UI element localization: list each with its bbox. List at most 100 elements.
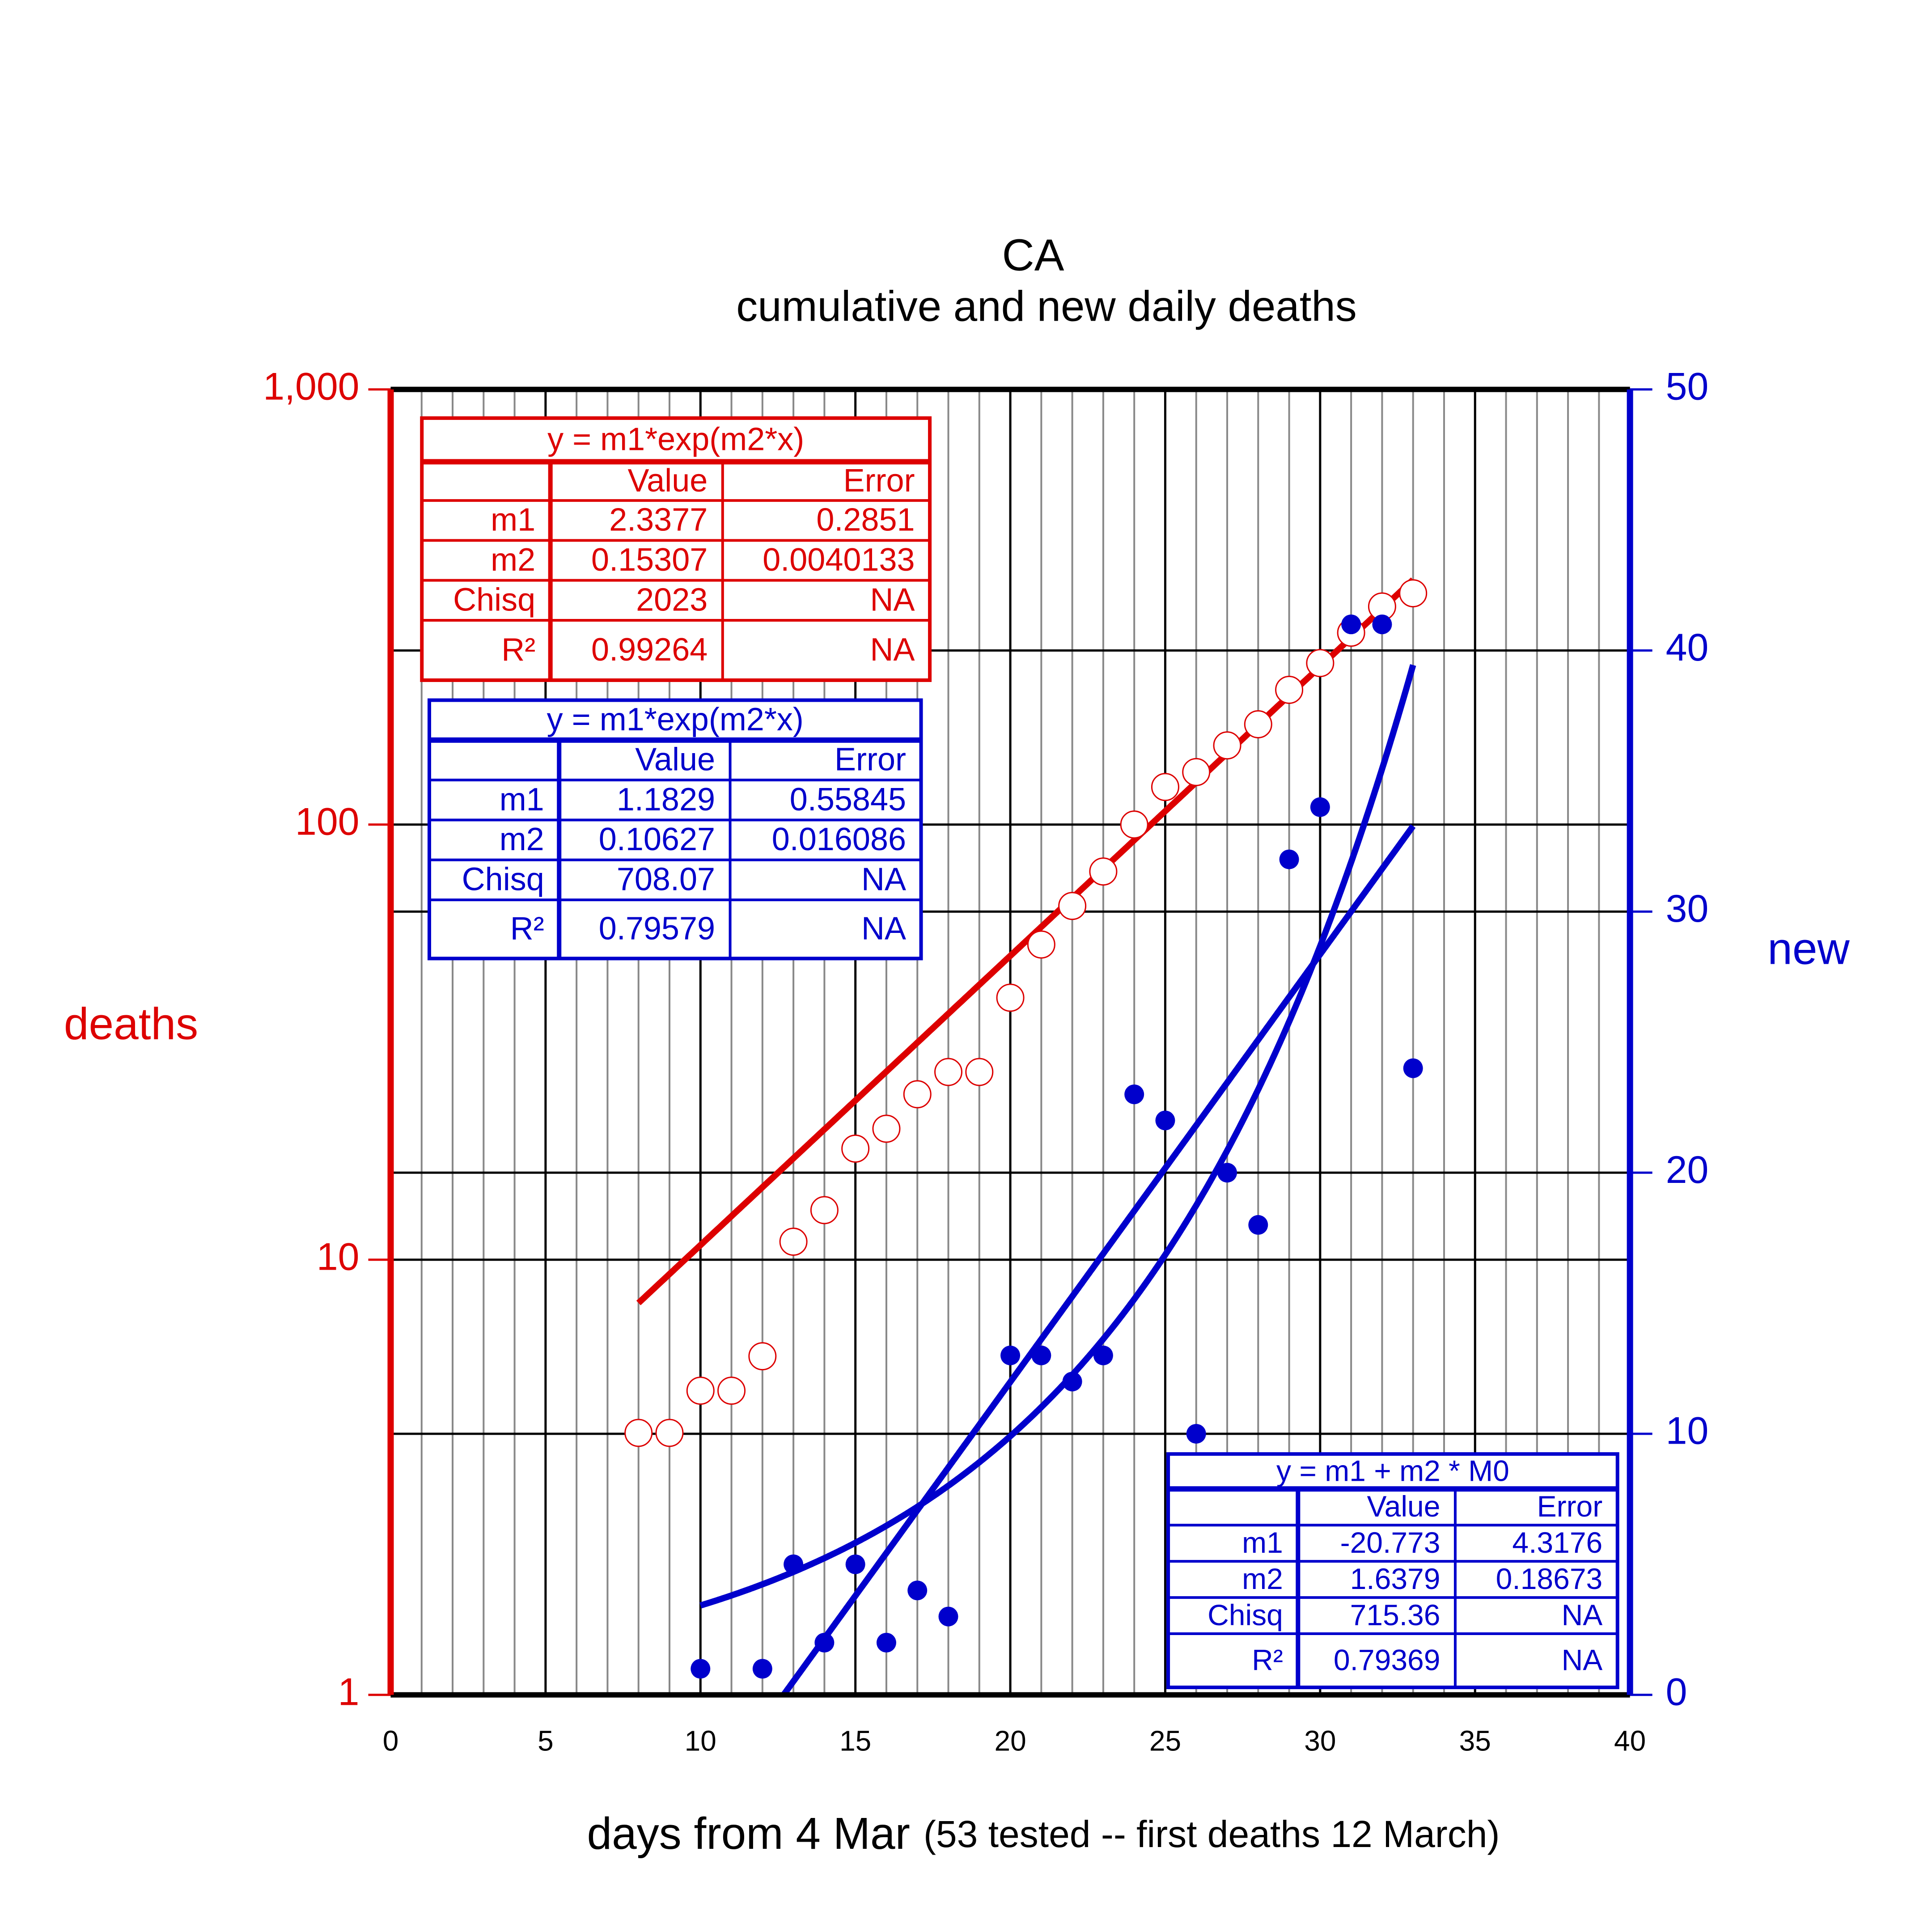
data-point [810, 1196, 839, 1224]
data-point [1000, 1345, 1021, 1365]
data-point [1275, 675, 1304, 704]
fit-param-value: 0.99264 [591, 632, 708, 668]
fit-table-header: Error [843, 463, 915, 499]
y2-tick-label: 40 [1666, 626, 1709, 669]
y2-tick-label: 0 [1666, 1670, 1687, 1713]
y2-tick-label: 50 [1666, 365, 1709, 408]
fit-param-error: NA [1562, 1643, 1603, 1676]
data-point [1124, 1084, 1144, 1104]
fit-table-box [1166, 1452, 1619, 1690]
fit-param-name: m1 [500, 782, 544, 818]
x-axis-label: days from 4 Mar (53 tested -- first death… [587, 1809, 1500, 1859]
fit-param-name: Chisq [1208, 1598, 1283, 1631]
y-tick-label: 1 [338, 1670, 360, 1713]
data-point [841, 1134, 870, 1163]
x-tick-label: 40 [1614, 1725, 1646, 1757]
x-tick-label: 15 [839, 1725, 871, 1757]
fit-table-box [428, 698, 923, 961]
data-point [907, 1580, 928, 1601]
fit-table: y = m1*exp(m2*x) Value Error m1 1.1829 0.5584… [428, 698, 923, 961]
y-tick-label: 100 [295, 800, 360, 843]
fit-param-error: 0.016086 [772, 822, 906, 857]
y-axis-label: deaths [64, 999, 198, 1049]
data-point [876, 1633, 896, 1653]
y-tick-label: 10 [317, 1235, 360, 1278]
fit-param-error: NA [1562, 1598, 1603, 1631]
x-axis-note: (53 tested -- first deaths 12 March) [924, 1813, 1500, 1855]
fit-table-header: Value [635, 742, 715, 778]
y2-tick-label: 10 [1666, 1410, 1709, 1453]
fit-param-name: m2 [1242, 1562, 1283, 1595]
fit-param-name: m1 [1242, 1526, 1283, 1559]
x-tick-label: 25 [1149, 1725, 1181, 1757]
data-point [1093, 1345, 1113, 1365]
fit-param-error: NA [870, 582, 915, 618]
fit-param-error: NA [870, 632, 915, 668]
fit-param-value: 0.15307 [591, 542, 708, 578]
fit-curve [781, 824, 1416, 1697]
data-point [903, 1080, 932, 1109]
data-point [655, 1419, 684, 1447]
data-point [1089, 857, 1118, 886]
fit-param-value: 0.79369 [1334, 1643, 1441, 1676]
fit-param-value: 2.3377 [609, 502, 708, 538]
chart-subtitle: cumulative and new daily deaths [736, 282, 1357, 330]
x-tick-label: 10 [685, 1725, 716, 1757]
data-point [686, 1377, 715, 1405]
data-point [1399, 579, 1428, 608]
x-tick-label: 20 [994, 1725, 1026, 1757]
data-point [1058, 892, 1087, 920]
fit-param-error: 4.3176 [1512, 1526, 1602, 1559]
data-point [845, 1554, 865, 1574]
fit-param-error: 0.55845 [790, 782, 906, 818]
fit-table-title: y = m1 + m2 * M0 [1276, 1454, 1509, 1487]
data-point [784, 1554, 804, 1574]
data-point [1310, 797, 1330, 817]
fit-param-value: 1.1829 [617, 782, 715, 818]
fit-param-name: Chisq [462, 861, 544, 897]
y2-tick-label: 20 [1666, 1148, 1709, 1191]
data-point [1341, 614, 1361, 635]
data-point [1244, 710, 1272, 738]
x-tick-label: 35 [1459, 1725, 1491, 1757]
fit-table: y = m1*exp(m2*x) Value Error m1 2.3377 0.2851… [420, 416, 932, 682]
data-point [752, 1659, 772, 1679]
fit-table-header: Value [628, 463, 708, 499]
data-point [1279, 849, 1299, 869]
y2-axis-label: new [1767, 924, 1850, 974]
fit-table-title: y = m1*exp(m2*x) [547, 702, 804, 737]
fit-param-name: R² [510, 911, 544, 947]
data-point [996, 983, 1025, 1012]
data-point [934, 1058, 963, 1086]
x-tick-label: 30 [1304, 1725, 1336, 1757]
y2-tick-label: 30 [1666, 887, 1709, 930]
fit-table-title: y = m1*exp(m2*x) [547, 422, 804, 458]
fit-param-name: m1 [491, 502, 535, 538]
data-point [1403, 1058, 1423, 1078]
fit-param-error: NA [861, 861, 906, 897]
data-point [717, 1377, 746, 1405]
y-tick-label: 1,000 [263, 365, 359, 408]
fit-param-value: 1.6379 [1350, 1562, 1441, 1595]
fit-param-error: 0.0040133 [763, 542, 915, 578]
data-point [1186, 1424, 1206, 1444]
data-point [1031, 1345, 1051, 1365]
fit-param-value: 2023 [636, 582, 708, 618]
fit-param-name: Chisq [453, 582, 535, 618]
data-point [1062, 1372, 1082, 1392]
fit-param-value: 0.10627 [599, 822, 715, 857]
data-point [1155, 1110, 1175, 1131]
data-point [938, 1606, 958, 1627]
data-point [1182, 758, 1211, 786]
data-point [748, 1342, 777, 1371]
fit-param-value: 0.79579 [599, 911, 715, 947]
fit-curve [699, 664, 1416, 1609]
fit-param-name: R² [501, 632, 535, 668]
x-tick-label: 5 [538, 1725, 554, 1757]
data-point [1027, 930, 1055, 959]
fit-table-header: Value [1367, 1490, 1441, 1523]
data-point [691, 1659, 711, 1679]
x-tick-label: 0 [383, 1725, 399, 1757]
